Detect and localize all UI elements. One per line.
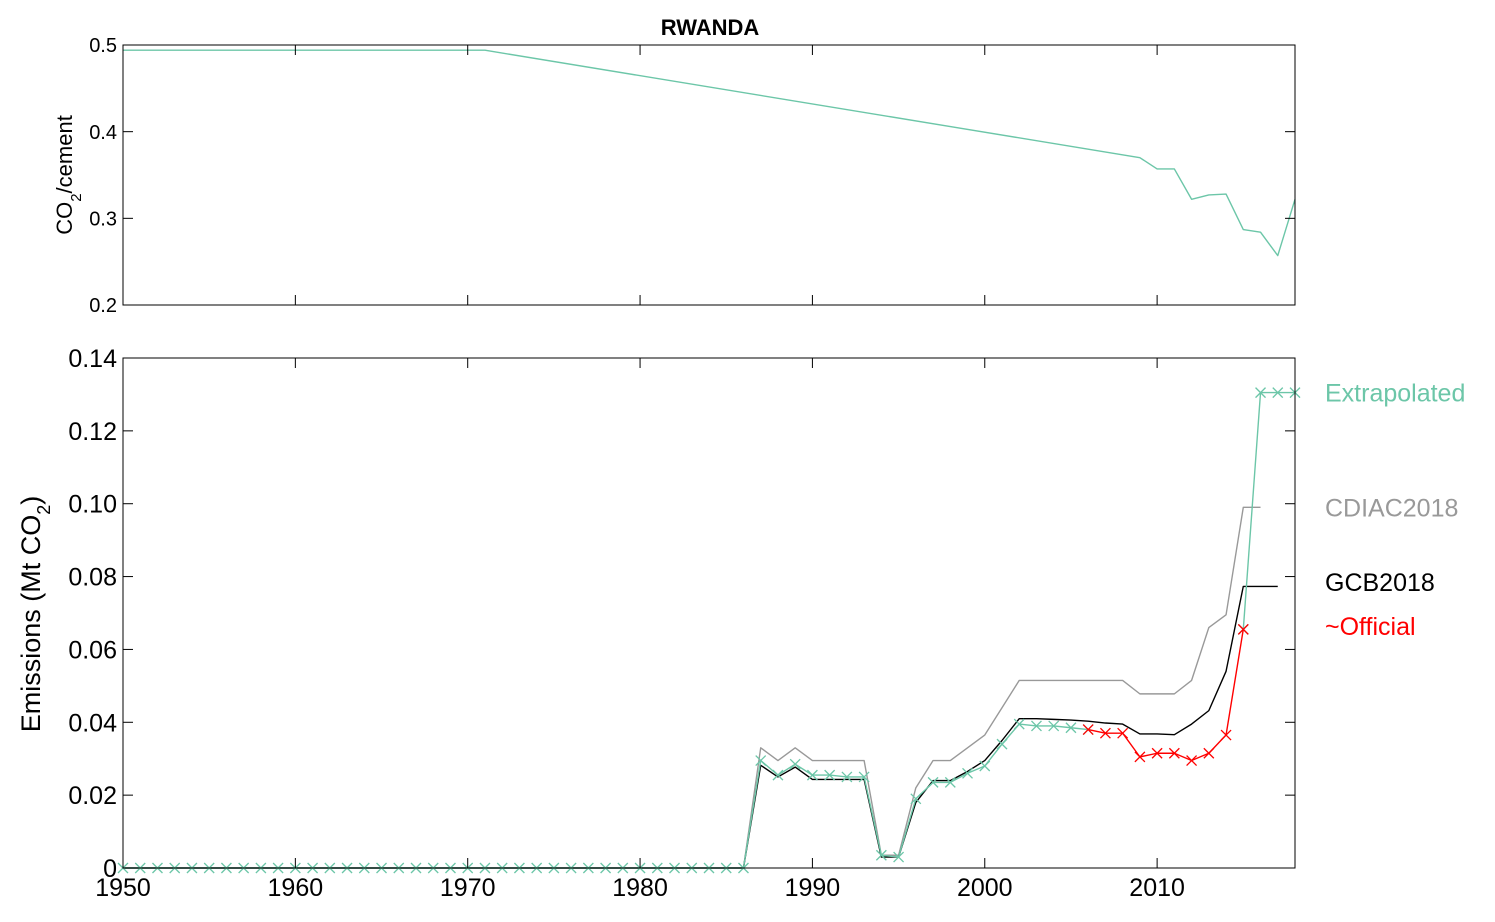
- data-point-marker: [962, 767, 973, 779]
- data-point-marker: [1065, 722, 1077, 734]
- legend-entry: GCB2018: [1325, 569, 1435, 597]
- series-line-cement-ratio: [123, 49, 1296, 257]
- top-ticks: 0.2 0.3 0.4 0.5: [89, 35, 1295, 317]
- y-tick-label: 0.5: [89, 35, 117, 57]
- data-point-marker: [1082, 724, 1094, 736]
- y-tick-label: 0.10: [68, 491, 117, 519]
- bottom-y-axis-label: Emissions (Mt CO2): [16, 496, 54, 733]
- legend-entry: CDIAC2018: [1325, 494, 1458, 522]
- data-point-marker: [789, 758, 801, 770]
- data-point-marker: [806, 769, 818, 781]
- y-tick-label: 0.12: [68, 418, 117, 446]
- legend-entry: ~Official: [1325, 613, 1416, 641]
- y-tick-label: 0.02: [68, 782, 117, 810]
- x-tick-label: 1950: [95, 874, 151, 902]
- data-point-marker: [1031, 720, 1042, 732]
- x-tick-label: 1980: [612, 874, 668, 902]
- data-point-marker: [1272, 387, 1284, 399]
- bottom-ticks: 1950 1960 1970 1980 1990 2000 2010 0 0.02 0.04 0.0…: [68, 345, 1295, 902]
- top-axes-frame: [122, 44, 1296, 306]
- data-point-marker: [944, 776, 956, 788]
- bottom-panel: 1950 1960 1970 1980 1990 2000 2010 0 0.02 0.04 0.0…: [16, 345, 1465, 902]
- data-point-marker: [1203, 747, 1215, 759]
- data-point-marker: [910, 793, 922, 805]
- y-tick-label: 0.3: [89, 209, 117, 231]
- y-tick-label: 0: [103, 855, 117, 883]
- bottom-axes-frame: [122, 357, 1296, 869]
- bottom-series: [117, 387, 1301, 874]
- data-point-marker: [1117, 727, 1129, 739]
- y-tick-label: 0.06: [68, 636, 117, 664]
- series-line-cdiac2018: [123, 506, 1261, 869]
- data-point-marker: [927, 776, 939, 788]
- data-point-marker: [875, 849, 887, 861]
- chart-title: RWANDA: [661, 15, 760, 40]
- y-tick-label: 0.04: [68, 709, 117, 737]
- data-point-marker: [979, 760, 991, 772]
- legend: Extrapolated CDIAC2018 GCB2018 ~Official: [1325, 380, 1465, 641]
- x-tick-label: 1970: [440, 874, 496, 902]
- data-point-marker: [1048, 720, 1060, 732]
- series-line-official: [1088, 629, 1244, 762]
- y-tick-label: 0.4: [89, 122, 117, 144]
- data-point-marker: [755, 755, 767, 766]
- data-point-marker: [1134, 751, 1146, 763]
- top-panel: 0.2 0.3 0.4 0.5 CO2/cement: [52, 35, 1296, 317]
- top-y-axis-label: CO2/cement: [52, 115, 85, 235]
- y-tick-label: 0.2: [89, 295, 117, 317]
- x-tick-label: 2010: [1129, 874, 1185, 902]
- x-tick-label: 1990: [785, 874, 841, 902]
- y-tick-label: 0.08: [68, 564, 117, 592]
- data-point-marker: [858, 771, 870, 783]
- x-tick-label: 1960: [268, 874, 324, 902]
- y-tick-label: 0.14: [68, 345, 117, 373]
- legend-entry: Extrapolated: [1325, 380, 1465, 408]
- data-point-marker: [772, 769, 784, 781]
- series-line-extrapolated: [1242, 391, 1295, 630]
- x-tick-label: 2000: [957, 874, 1013, 902]
- top-series: [123, 49, 1296, 257]
- series-line-extrapolated: [123, 723, 1089, 869]
- data-point-marker: [1255, 387, 1266, 399]
- data-point-marker: [1168, 747, 1180, 759]
- data-point-marker: [841, 771, 853, 783]
- data-point-marker: [1013, 718, 1025, 730]
- data-point-marker: [1186, 755, 1198, 766]
- data-point-marker: [893, 851, 905, 863]
- data-point-marker: [1237, 623, 1249, 635]
- series-line-gcb2018: [123, 585, 1278, 869]
- data-point-marker: [1220, 729, 1232, 741]
- data-point-marker: [1151, 747, 1163, 759]
- data-point-marker: [996, 738, 1008, 750]
- data-point-marker: [1099, 727, 1111, 739]
- data-point-marker: [824, 769, 836, 781]
